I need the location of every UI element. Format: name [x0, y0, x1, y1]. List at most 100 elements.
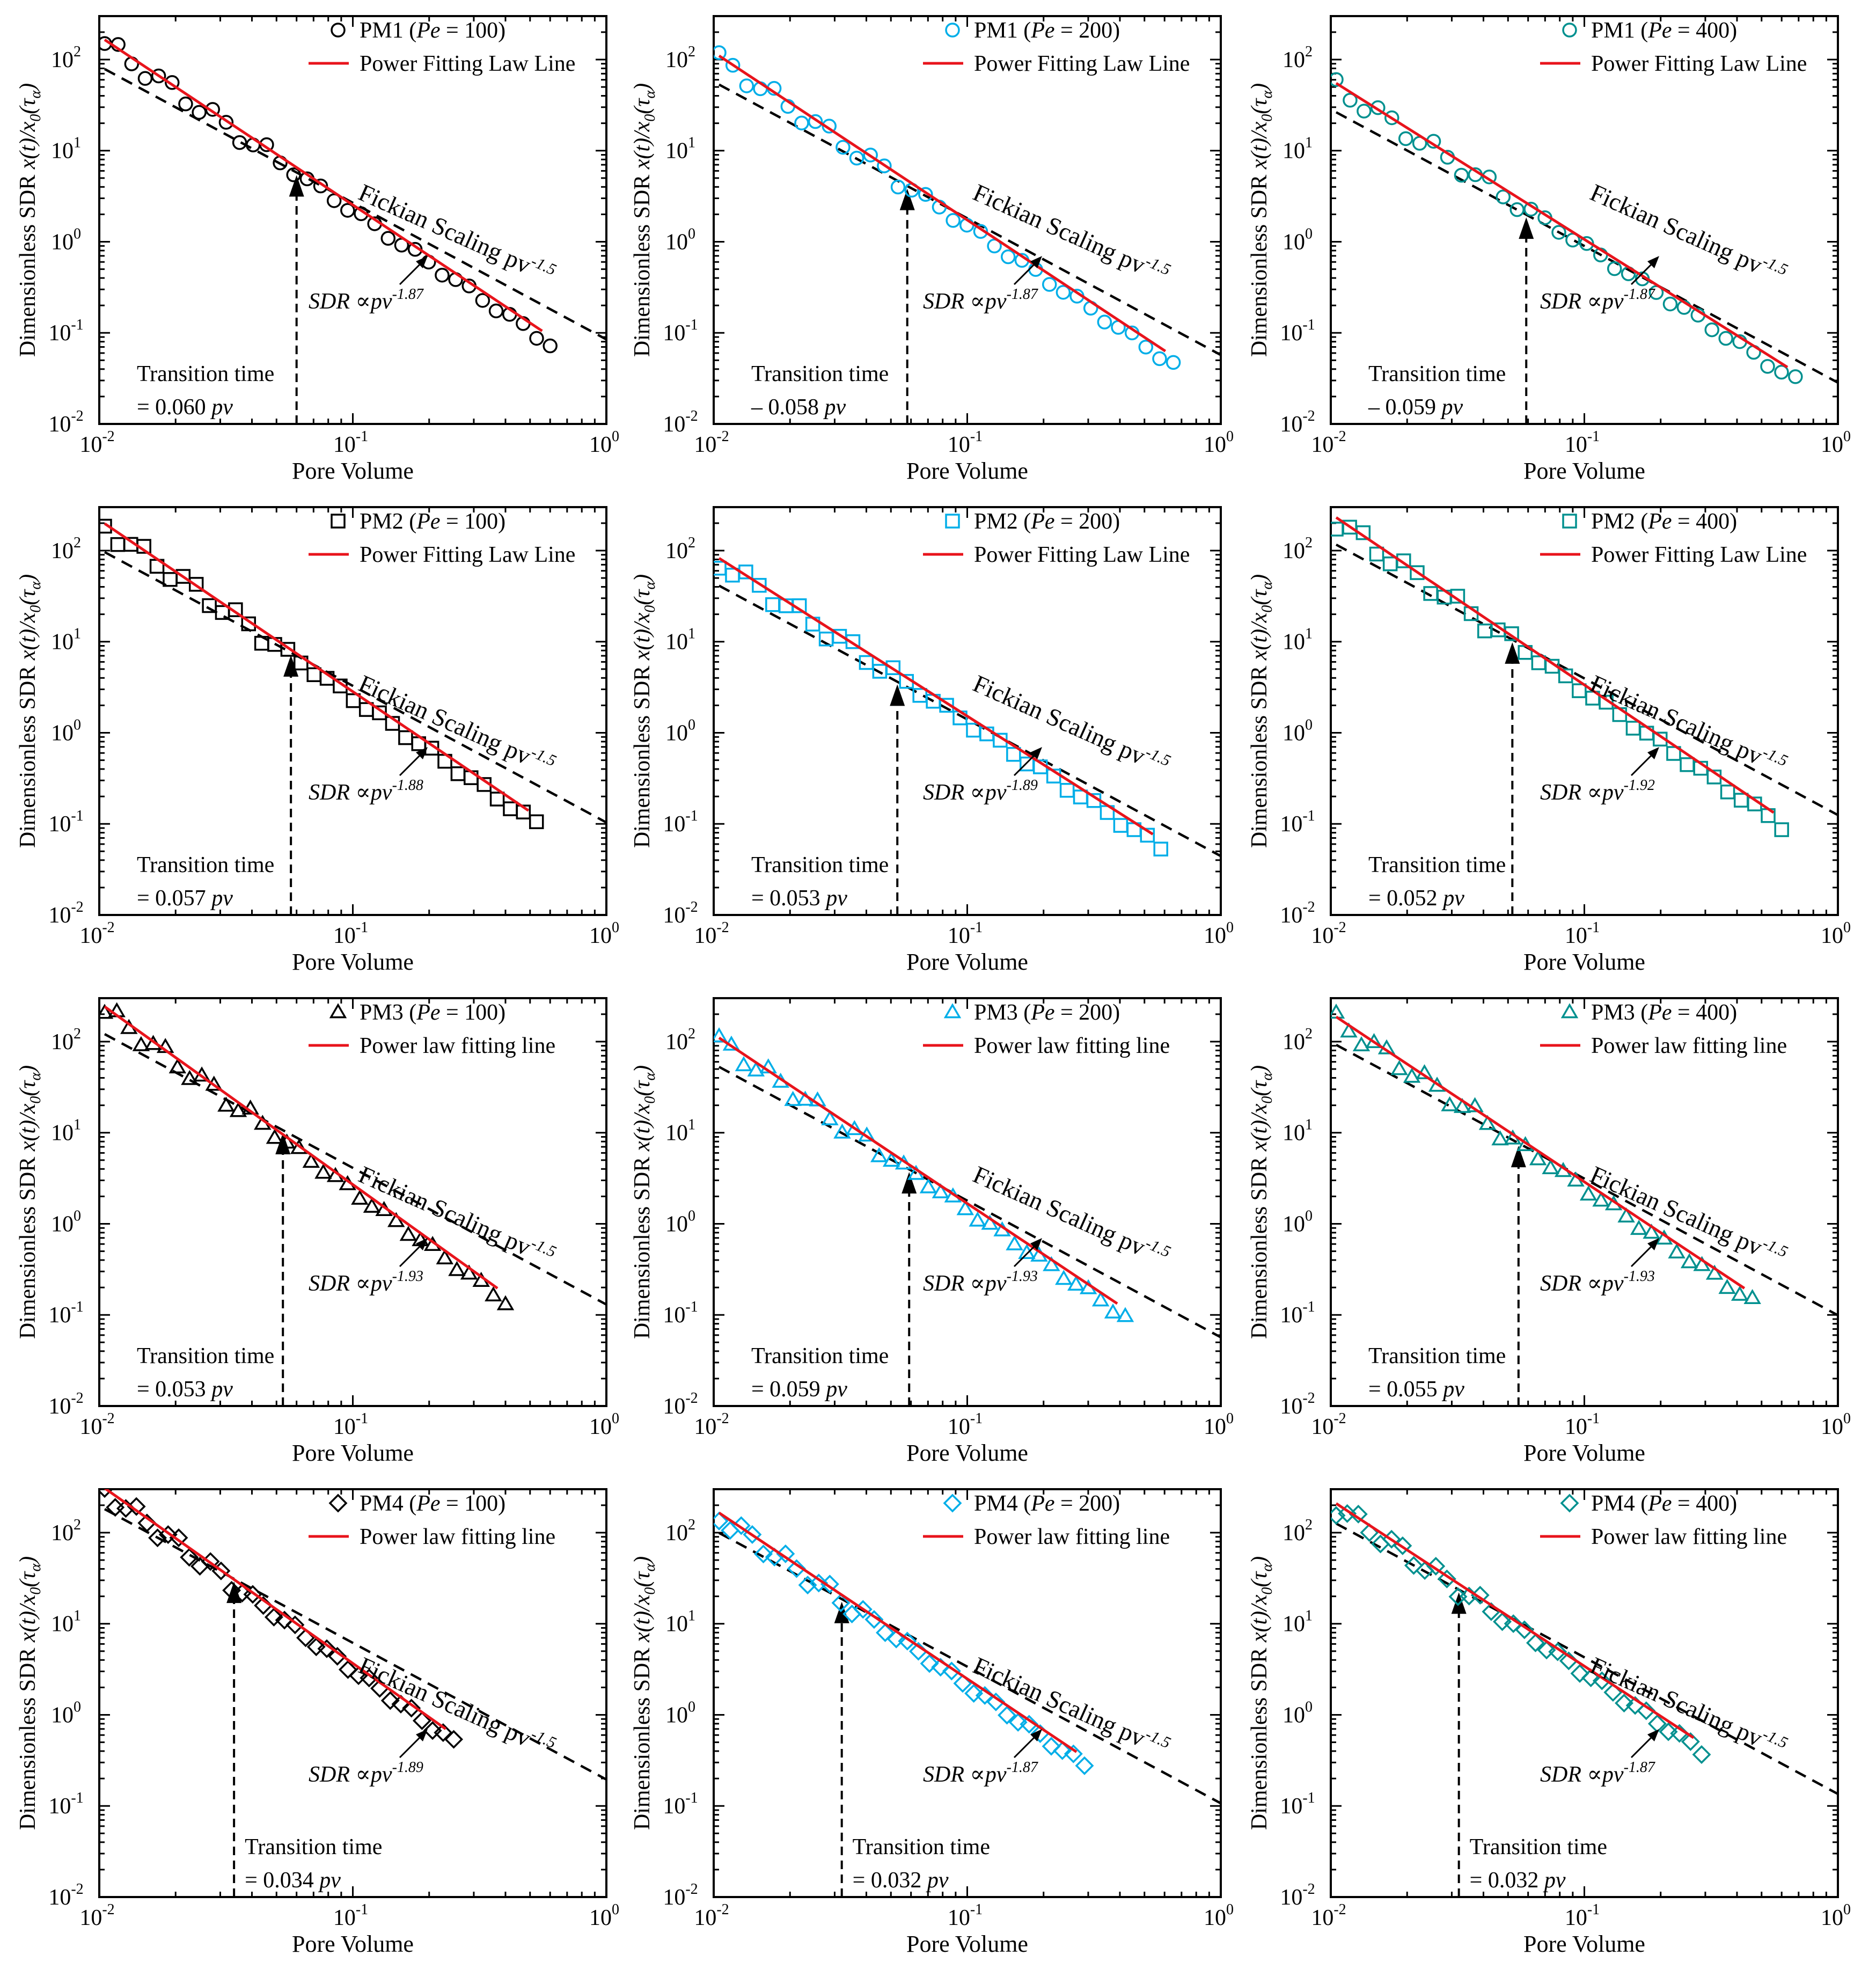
x-tick-label: 10-2	[694, 1901, 729, 1930]
data-point	[859, 655, 874, 670]
fickian-scaling-line	[718, 1066, 1221, 1338]
y-tick-label: 101	[665, 1117, 695, 1146]
x-tick-label: 10-1	[333, 919, 368, 948]
data-point	[1760, 358, 1775, 374]
x-axis-label: Pore Volume	[292, 949, 414, 975]
data-point	[188, 577, 204, 592]
data-point	[475, 293, 490, 308]
legend-fit-label: Power law fitting line	[1591, 1034, 1787, 1058]
legend-series-label: PM3 (Pe = 100)	[360, 1000, 505, 1025]
data-point	[181, 1070, 199, 1085]
data-point	[1504, 1614, 1523, 1634]
y-tick-label: 10-2	[663, 1390, 698, 1419]
y-axis-label: Dimensionless SDR x(t)/x0(τα)	[1247, 574, 1276, 848]
data-point	[822, 119, 837, 134]
data-point	[846, 1120, 863, 1136]
data-point	[158, 1525, 178, 1544]
y-tick-label: 10-1	[48, 808, 83, 837]
data-point	[1774, 364, 1789, 380]
x-tick-label: 10-2	[694, 428, 729, 457]
x-tick-label: 10-1	[1565, 1410, 1600, 1439]
data-point	[845, 634, 861, 649]
data-point	[363, 1197, 381, 1213]
data-point	[1680, 757, 1695, 772]
data-point	[317, 1639, 336, 1658]
y-axis-label: Dimensionless SDR x(t)/x0(τα)	[1247, 1065, 1276, 1339]
y-tick-label: 100	[665, 1207, 695, 1236]
data-point	[1140, 828, 1155, 843]
data-point	[460, 1264, 478, 1280]
data-point	[1428, 1077, 1446, 1092]
fickian-scaling-line	[1335, 1044, 1838, 1316]
y-tick-label: 101	[51, 1608, 81, 1637]
data-point	[488, 303, 504, 319]
data-point	[165, 75, 180, 90]
x-tick-label: 100	[1204, 1410, 1234, 1439]
data-point	[1382, 556, 1398, 572]
data-point	[1579, 1185, 1597, 1201]
y-tick-label: 101	[1283, 135, 1313, 164]
legend-series-label: PM2 (Pe = 100)	[360, 509, 505, 534]
data-point	[765, 597, 780, 612]
sdr-pointer-arrow	[416, 1238, 428, 1250]
sdr-pointer-arrow	[416, 747, 428, 759]
y-tick-label: 10-2	[1280, 1390, 1315, 1419]
x-tick-label: 10-2	[79, 1901, 114, 1930]
data-point	[1617, 1207, 1635, 1222]
power-law-fit-line	[1335, 516, 1775, 814]
power-law-fit-line	[104, 38, 543, 332]
data-point	[178, 96, 193, 112]
data-point	[1055, 1270, 1073, 1285]
transition-arrow	[899, 188, 915, 210]
legend-fit-label: Power Fitting Law Line	[974, 543, 1190, 567]
x-tick-label: 100	[1821, 919, 1851, 948]
data-point	[110, 537, 126, 552]
fickian-scaling-line	[104, 1033, 606, 1306]
data-point	[1680, 1253, 1698, 1269]
data-point	[969, 1211, 986, 1227]
y-tick-label: 10-1	[48, 1299, 83, 1328]
sdr-pointer-arrow	[1030, 747, 1042, 759]
data-point	[192, 105, 207, 120]
legend-marker	[1560, 1493, 1579, 1513]
data-point	[1615, 1694, 1634, 1713]
legend-marker	[328, 1493, 348, 1513]
fickian-label: Fickian Scaling pv-1.5	[1586, 1159, 1791, 1271]
y-tick-label: 100	[1283, 1207, 1313, 1236]
x-tick-label: 100	[1204, 919, 1234, 948]
sdr-exponent-label: SDR ∝pv-1.88	[309, 777, 423, 805]
data-point	[306, 667, 321, 683]
data-point	[264, 1607, 283, 1627]
data-point	[485, 1286, 502, 1301]
data-point	[1720, 785, 1735, 800]
data-point	[314, 1163, 332, 1179]
sdr-exponent-label: SDR ∝pv-1.87	[309, 286, 424, 314]
data-point	[1404, 1556, 1423, 1575]
data-point	[918, 187, 933, 202]
transition-time-label: Transition time	[853, 1835, 990, 1859]
data-point	[863, 148, 878, 163]
sdr-pointer-arrow	[1030, 256, 1042, 268]
sdr-exponent-label: SDR ∝pv-1.87	[1540, 286, 1655, 314]
sdr-pointer-arrow	[1647, 1238, 1659, 1250]
data-point	[1075, 1756, 1094, 1775]
data-point	[434, 1723, 453, 1742]
transition-time-label: Transition time	[751, 362, 889, 386]
data-point	[1001, 249, 1016, 265]
data-point	[99, 1489, 114, 1498]
x-tick-label: 100	[589, 428, 619, 457]
data-point	[529, 331, 544, 346]
transition-arrow	[283, 655, 299, 677]
data-point	[402, 1698, 421, 1718]
y-tick-label: 10-2	[663, 408, 698, 437]
data-point	[151, 68, 166, 84]
legend-fit-label: Power law fitting line	[974, 1525, 1170, 1549]
data-point	[1360, 1523, 1379, 1542]
data-point	[543, 338, 558, 354]
x-tick-label: 100	[1204, 428, 1234, 457]
legend-fit-label: Power law fitting line	[360, 1525, 555, 1549]
transition-time-value: = 0.032 pv	[853, 1868, 949, 1893]
y-tick-label: 100	[51, 1698, 81, 1727]
transition-time-label: Transition time	[1368, 1344, 1506, 1368]
y-tick-label: 101	[665, 626, 695, 655]
